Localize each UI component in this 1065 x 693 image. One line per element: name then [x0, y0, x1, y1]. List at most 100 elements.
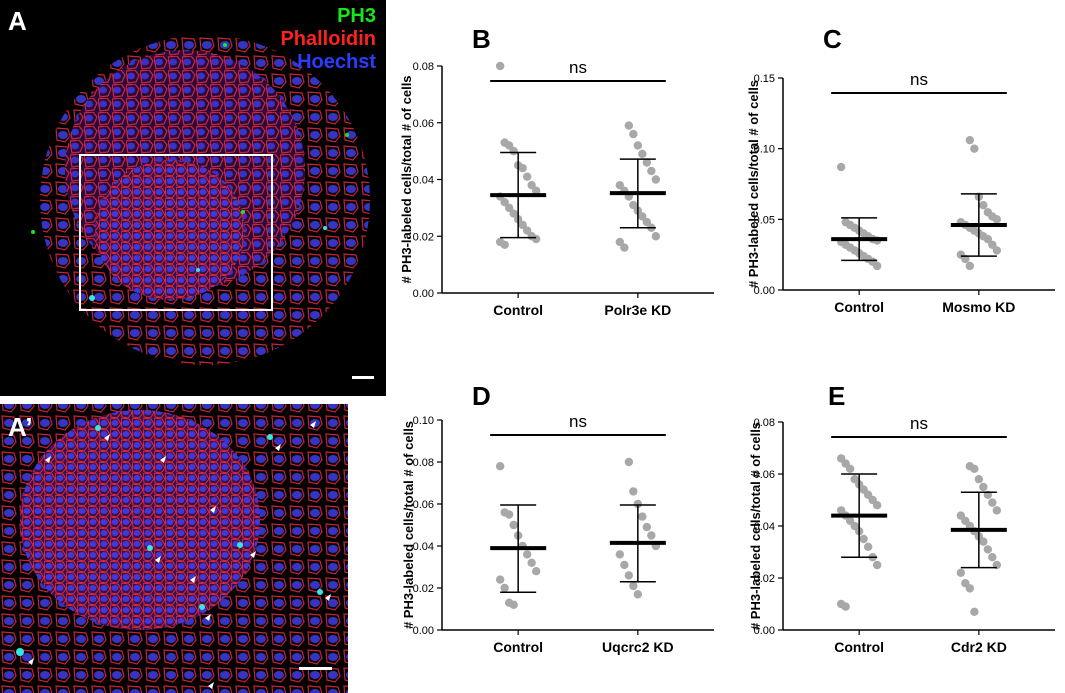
y-axis-label: # PH3-labeled cells/total # of cells	[399, 75, 414, 283]
data-point	[624, 457, 634, 467]
data-point	[988, 240, 997, 249]
ph3-positive-cell	[147, 545, 153, 551]
chart-panel-c: C 0.00 0.05 0.10 0.15# PH3-labeled cells/tot…	[746, 24, 1055, 315]
data-point	[504, 203, 514, 213]
micrograph-a-prime: A’	[0, 404, 348, 693]
legend-hoechst: Hoechst	[297, 51, 376, 73]
data-point	[642, 158, 652, 167]
ph3-positive-cell	[317, 589, 323, 595]
data-point	[992, 506, 1002, 515]
scale-bar	[352, 376, 374, 379]
data-point	[531, 186, 541, 196]
data-point	[970, 607, 979, 616]
data-point	[845, 464, 855, 473]
y-tick-label: 0.05	[754, 214, 775, 226]
ph3-positive-cell	[16, 648, 24, 656]
data-point	[629, 581, 638, 591]
data-point	[629, 129, 638, 139]
data-point	[965, 584, 975, 593]
data-point	[522, 550, 532, 559]
data-point	[988, 553, 997, 562]
micrograph-a: A PH3 Phalloidin Hoechst	[0, 0, 386, 396]
data-point	[974, 475, 984, 484]
arrowhead-icon	[155, 556, 161, 563]
y-tick-label: 0.10	[413, 415, 434, 427]
legend-phalloidin: Phalloidin	[280, 28, 376, 50]
data-point	[872, 560, 882, 570]
panel-label-a-prime: A’	[8, 412, 33, 442]
data-point	[956, 568, 966, 577]
data-point	[522, 172, 532, 181]
y-tick-label: 0.04	[413, 175, 434, 187]
data-point	[518, 163, 527, 173]
x-tick-label: Mosmo KD	[942, 299, 1015, 315]
data-point	[836, 162, 846, 172]
significance-label: ns	[569, 412, 587, 431]
arrowhead-icon	[325, 594, 331, 601]
arrowhead-icon	[310, 421, 316, 428]
y-tick-label: 0.00	[413, 288, 434, 300]
ph3-positive-cell	[323, 226, 327, 230]
panel-label: C	[823, 24, 842, 54]
arrowhead-icon	[45, 456, 51, 463]
y-axis-label: # PH3-labeled cells/total # of cells	[401, 421, 416, 629]
data-point	[522, 226, 532, 235]
x-tick-label: Control	[493, 639, 543, 655]
y-tick-label: 0.15	[754, 73, 775, 85]
x-tick-label: Control	[834, 639, 884, 655]
data-point	[647, 531, 656, 540]
data-point	[615, 550, 625, 559]
ph3-positive-cell	[89, 295, 95, 301]
y-tick-label: 0.08	[413, 61, 434, 73]
y-tick-label: 0.00	[754, 285, 775, 297]
y-tick-label: 0.00	[754, 625, 775, 637]
data-point	[965, 261, 975, 271]
y-axis-label: # PH3-labeled cells/total # of cells	[748, 422, 763, 630]
data-point	[629, 487, 638, 496]
arrowhead-icon	[205, 614, 211, 621]
data-point	[647, 166, 656, 176]
ph3-positive-cell	[95, 425, 101, 431]
y-tick-label: 0.08	[413, 457, 434, 469]
panel-label: B	[472, 24, 491, 54]
data-point	[509, 520, 518, 530]
data-point	[970, 464, 979, 473]
panel-label: D	[472, 381, 491, 411]
ph3-positive-cell	[199, 604, 205, 610]
significance-label: ns	[910, 414, 928, 433]
arrowhead-icon	[210, 506, 216, 513]
data-point	[642, 217, 652, 227]
data-point	[620, 243, 629, 252]
data-point	[504, 510, 514, 519]
arrowhead-markers	[28, 421, 331, 689]
significance-label: ns	[569, 58, 587, 77]
y-tick-label: 0.04	[754, 521, 775, 533]
data-point	[500, 198, 509, 207]
x-tick-label: Polr3e KD	[604, 302, 671, 318]
y-tick-label: 0.08	[754, 417, 775, 429]
y-tick-label: 0.04	[413, 541, 434, 553]
chart-panel-d: D 0.00 0.02 0.04 0.06 0.08 0.10# PH3-labeled c…	[401, 381, 714, 655]
data-point	[983, 545, 993, 554]
data-point	[992, 215, 1002, 224]
y-tick-label: 0.02	[754, 573, 775, 585]
data-point	[979, 482, 988, 492]
ph3-positive-cell	[241, 210, 245, 214]
data-point	[495, 61, 505, 71]
y-tick-label: 0.06	[413, 118, 434, 130]
data-point	[615, 180, 625, 190]
data-point	[638, 212, 647, 221]
arrowhead-icon	[104, 434, 110, 441]
arrowhead-icon	[28, 658, 34, 665]
data-point	[624, 121, 634, 130]
data-point	[633, 141, 643, 150]
data-point	[992, 246, 1002, 255]
data-point	[642, 522, 652, 532]
data-point	[500, 240, 509, 249]
chart-panel-e: E 0.00 0.02 0.04 0.06 0.08# PH3-labeled cells…	[748, 381, 1055, 655]
data-point	[509, 600, 518, 609]
data-point	[509, 146, 518, 156]
data-point	[531, 234, 541, 244]
inset-box	[79, 154, 273, 311]
